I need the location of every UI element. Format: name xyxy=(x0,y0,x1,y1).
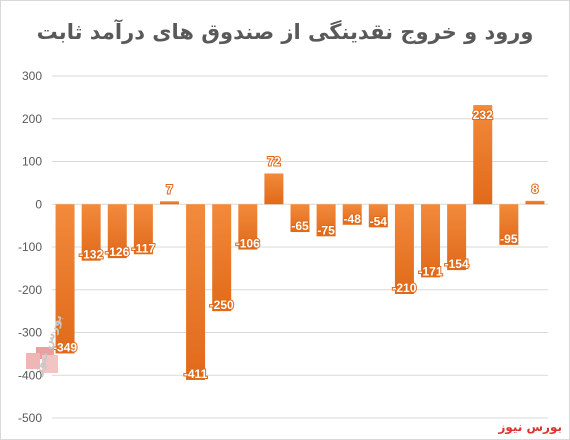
bar xyxy=(264,173,284,205)
data-label: 72 xyxy=(267,154,281,168)
y-tick-label: -300 xyxy=(18,326,42,340)
data-label: -171 xyxy=(419,264,443,278)
bars xyxy=(55,105,545,380)
bar xyxy=(447,204,467,271)
bar xyxy=(290,204,310,233)
y-axis: 300 200 100 0 -100 -200 -300 -400 -500 xyxy=(18,69,42,425)
data-label: 7 xyxy=(166,182,173,196)
y-tick-label: -400 xyxy=(18,368,42,382)
data-label: -95 xyxy=(500,232,518,246)
bar xyxy=(238,204,258,250)
data-label: -126 xyxy=(105,245,129,259)
y-tick-label: -500 xyxy=(18,411,42,425)
data-labels: -349 -132 -126 -117 7 -411 -250 -106 72 -65 -75 -48… xyxy=(52,107,540,382)
bar xyxy=(368,204,388,228)
data-label: 8 xyxy=(532,182,539,196)
bar xyxy=(473,105,493,205)
data-label: -210 xyxy=(392,281,416,295)
y-tick-label: -100 xyxy=(18,240,42,254)
bar xyxy=(499,204,519,245)
bar xyxy=(394,204,414,295)
bar xyxy=(55,204,75,354)
bar xyxy=(342,204,362,225)
bar xyxy=(107,204,127,259)
bar xyxy=(212,204,232,312)
data-label: -250 xyxy=(210,298,234,312)
data-label: -106 xyxy=(236,237,260,251)
data-label: -54 xyxy=(370,214,388,228)
data-label: -132 xyxy=(79,248,103,262)
bar xyxy=(186,204,206,380)
y-tick-label: 100 xyxy=(22,155,42,169)
y-tick-label: 300 xyxy=(22,69,42,83)
y-tick-label: 200 xyxy=(22,112,42,126)
y-tick-label: -200 xyxy=(18,283,42,297)
data-label: -154 xyxy=(445,257,469,271)
boursnews-logo xyxy=(26,347,58,373)
data-label: -411 xyxy=(184,367,208,381)
watermark: بورس نیوز xyxy=(498,420,562,434)
bar xyxy=(159,201,179,205)
data-label: -349 xyxy=(53,340,77,354)
y-tick-label: 0 xyxy=(35,197,42,211)
data-label: 232 xyxy=(473,108,493,122)
data-label: -75 xyxy=(317,223,335,237)
data-label: -48 xyxy=(344,212,362,226)
bar xyxy=(525,200,545,205)
bar xyxy=(81,204,101,261)
data-label: -65 xyxy=(291,219,309,233)
bar xyxy=(133,204,153,255)
bar xyxy=(316,204,336,237)
chart-title: ورود و خروج نقدینگی از صندوق های درآمد ث… xyxy=(36,20,534,44)
data-label: -117 xyxy=(132,241,156,255)
bar xyxy=(421,204,441,278)
